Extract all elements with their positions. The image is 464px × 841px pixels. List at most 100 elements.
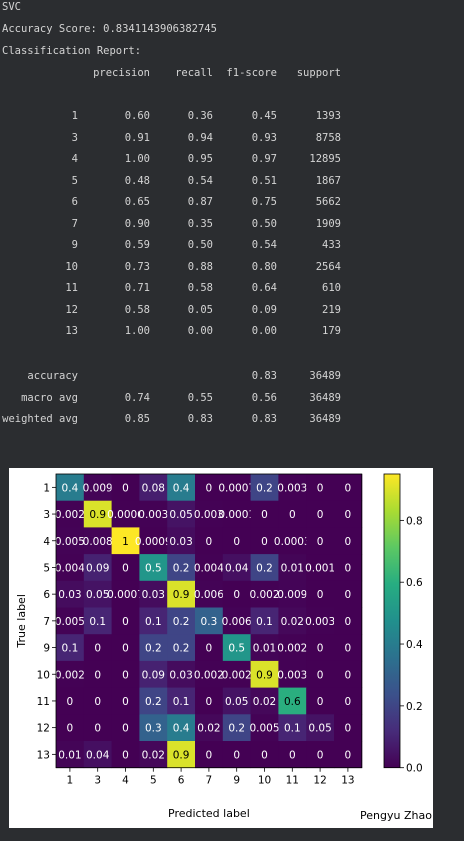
heatmap-cell bbox=[167, 474, 196, 502]
report-header: support bbox=[296, 67, 341, 79]
report-cell: 179 bbox=[322, 325, 341, 337]
cell-value: 0.2 bbox=[256, 482, 273, 494]
heatmap-cell bbox=[111, 500, 140, 528]
colorbar-tick-label: 0.4 bbox=[406, 639, 423, 651]
heatmap-cell bbox=[83, 554, 112, 582]
heatmap-cell bbox=[250, 500, 279, 528]
report-summary-label: accuracy bbox=[27, 370, 78, 382]
heatmap-cell bbox=[278, 741, 307, 769]
heatmap-cell bbox=[278, 660, 307, 688]
x-tick-label: 5 bbox=[150, 775, 157, 787]
cell-value: 0 bbox=[345, 723, 352, 735]
heatmap-cell bbox=[222, 554, 251, 582]
cell-value: 0.01 bbox=[58, 749, 81, 761]
cell-value: 0.01 bbox=[281, 562, 304, 574]
heatmap-cell bbox=[111, 554, 140, 582]
cell-value: 0.009 bbox=[277, 589, 307, 601]
cell-value: 0.03 bbox=[142, 589, 165, 601]
cell-value: 1 bbox=[122, 536, 129, 548]
cell-value: 0 bbox=[317, 536, 324, 548]
report-cell: 0.59 bbox=[124, 239, 150, 251]
cell-value: 0.002 bbox=[277, 643, 307, 655]
report-cell: 0.75 bbox=[251, 196, 277, 208]
report-cell: 0.54 bbox=[187, 174, 213, 187]
cell-value: 0.03 bbox=[58, 589, 81, 601]
cell-value: 0 bbox=[94, 723, 101, 735]
report-cell: 0.90 bbox=[124, 217, 150, 230]
report-summary-label: weighted avg bbox=[2, 413, 78, 425]
y-tick-label: 11 bbox=[37, 696, 50, 708]
cell-value: 0 bbox=[345, 696, 352, 708]
report-cell: 0.80 bbox=[251, 260, 277, 273]
heatmap-cell bbox=[195, 660, 224, 688]
x-tick-label: 7 bbox=[206, 775, 213, 787]
report-cell: 0.45 bbox=[251, 110, 277, 122]
cell-value: 0.006 bbox=[194, 589, 224, 601]
cell-value: 0 bbox=[345, 616, 352, 628]
report-summary-label: macro avg bbox=[21, 391, 78, 404]
heatmap-cell bbox=[139, 660, 168, 688]
cell-value: 0 bbox=[261, 536, 268, 548]
x-tick-label: 1 bbox=[67, 775, 74, 787]
cell-value: 0 bbox=[67, 723, 74, 735]
cell-value: 0 bbox=[122, 562, 129, 574]
heatmap-cell bbox=[306, 714, 335, 742]
heatmap-cell bbox=[306, 741, 335, 769]
report-cell: 0.65 bbox=[124, 196, 150, 208]
heatmap-cell bbox=[306, 687, 335, 715]
cell-value: 0.004 bbox=[194, 562, 224, 574]
y-tick-label: 3 bbox=[43, 509, 50, 521]
x-tick-label: 3 bbox=[94, 775, 101, 787]
report-row-label: 13 bbox=[65, 325, 78, 337]
heatmap-cell bbox=[250, 741, 279, 769]
heatmap-cell bbox=[139, 474, 168, 502]
heatmap-cell bbox=[250, 527, 279, 555]
cell-value: 0 bbox=[317, 696, 324, 708]
report-cell: 0.97 bbox=[251, 153, 277, 165]
cell-value: 0.01 bbox=[253, 643, 276, 655]
report-header: precision bbox=[93, 67, 150, 79]
report-cell: 1393 bbox=[315, 110, 341, 122]
cell-value: 0.1 bbox=[256, 616, 273, 628]
cell-value: 0.1 bbox=[145, 616, 162, 628]
heatmap-cell bbox=[306, 607, 335, 635]
heatmap-cell bbox=[83, 580, 112, 608]
report-cell: 8758 bbox=[315, 131, 341, 144]
heatmap-cell bbox=[111, 474, 140, 502]
report-cell: 0.50 bbox=[187, 239, 213, 251]
heatmap-cell bbox=[56, 554, 85, 582]
report-cell: 2564 bbox=[315, 260, 341, 273]
heatmap-cell bbox=[222, 474, 251, 502]
heatmap-cell bbox=[139, 580, 168, 608]
heatmap-cell bbox=[167, 714, 196, 742]
heatmap-cell bbox=[83, 660, 112, 688]
cell-value: 0 bbox=[206, 749, 213, 761]
cell-value: 0.2 bbox=[145, 643, 162, 655]
cell-value: 0.009 bbox=[83, 482, 113, 494]
cell-value: 0 bbox=[317, 482, 324, 494]
heatmap-cell bbox=[278, 687, 307, 715]
y-tick-label: 1 bbox=[43, 482, 50, 494]
heatmap-cell bbox=[139, 634, 168, 662]
report-cell: 0.83 bbox=[251, 413, 277, 425]
y-tick-label: 13 bbox=[37, 749, 50, 761]
cell-value: 0 bbox=[345, 482, 352, 494]
cell-value: 0 bbox=[345, 509, 352, 521]
heatmap-cell bbox=[222, 500, 251, 528]
x-tick-label: 6 bbox=[178, 775, 185, 787]
cell-value: 0.2 bbox=[228, 723, 245, 735]
cell-value: 0.9 bbox=[256, 669, 273, 681]
cell-value: 0.02 bbox=[197, 723, 220, 735]
report-row-label: 12 bbox=[65, 303, 78, 316]
cell-value: 0 bbox=[122, 696, 129, 708]
heatmap-cell bbox=[250, 660, 279, 688]
x-tick-label: 9 bbox=[233, 775, 240, 787]
cell-value: 0.05 bbox=[86, 589, 109, 601]
heatmap-cell bbox=[222, 527, 251, 555]
report-header: f1-score bbox=[226, 67, 277, 79]
heatmap-cell bbox=[83, 741, 112, 769]
report-cell: 0.91 bbox=[124, 131, 150, 144]
cell-value: 0 bbox=[206, 696, 213, 708]
cell-value: 0.3 bbox=[145, 723, 162, 735]
heatmap-cell bbox=[111, 741, 140, 769]
